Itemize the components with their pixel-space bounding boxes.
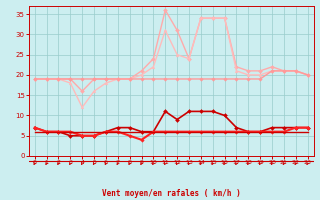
Text: Vent moyen/en rafales ( km/h ): Vent moyen/en rafales ( km/h ) <box>102 189 241 198</box>
